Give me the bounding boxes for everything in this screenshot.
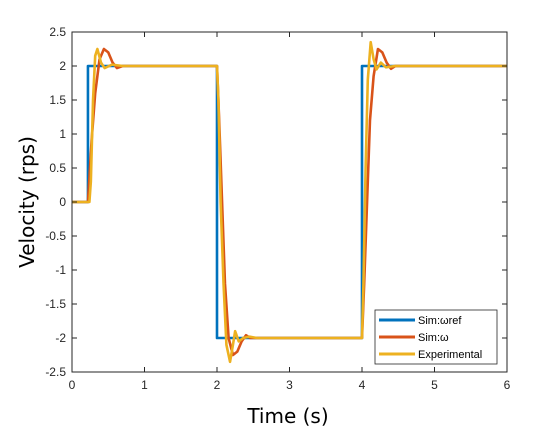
x-axis-title: Time (s) — [246, 404, 328, 428]
x-tick-label: 2 — [214, 378, 221, 392]
legend-label-sim-w: Sim:ω — [418, 332, 449, 344]
y-tick-labels: -2.5 -2 -1.5 -1 -0.5 0 0.5 1 1.5 2 2.5 — [45, 25, 66, 379]
y-tick-label: -0.5 — [45, 229, 66, 243]
y-tick-label: 1 — [59, 127, 66, 141]
y-tick-label: -2.5 — [45, 365, 66, 379]
series-line-sim-w — [72, 47, 507, 357]
y-tick-label: 0 — [59, 195, 66, 209]
x-tick-label: 0 — [69, 378, 76, 392]
x-tick-label: 4 — [359, 378, 366, 392]
y-tick-label: 0.5 — [49, 161, 66, 175]
legend: Sim:ωref Sim:ω Experimental — [374, 309, 498, 365]
y-tick-label: 2 — [59, 59, 66, 73]
series-line-sim-wref — [72, 64, 507, 340]
legend-label-experimental: Experimental — [418, 349, 482, 361]
y-axis-title: Velocity (rps) — [15, 136, 39, 268]
ticks-layer — [71, 31, 508, 373]
y-tick-label: -2 — [55, 331, 66, 345]
x-tick-label: 6 — [504, 378, 511, 392]
series-line-experimental — [72, 40, 507, 364]
y-tick-label: 1.5 — [49, 93, 66, 107]
y-tick-label: -1.5 — [45, 297, 66, 311]
x-tick-label: 5 — [431, 378, 438, 392]
legend-label-sim-wref: Sim:ωref — [418, 315, 462, 327]
series-layer — [72, 40, 507, 364]
x-tick-label: 3 — [286, 378, 293, 392]
y-tick-label: -1 — [55, 263, 66, 277]
x-tick-labels: 0 1 2 3 4 5 6 — [69, 378, 511, 392]
x-tick-label: 1 — [141, 378, 148, 392]
y-tick-label: 2.5 — [49, 25, 66, 39]
